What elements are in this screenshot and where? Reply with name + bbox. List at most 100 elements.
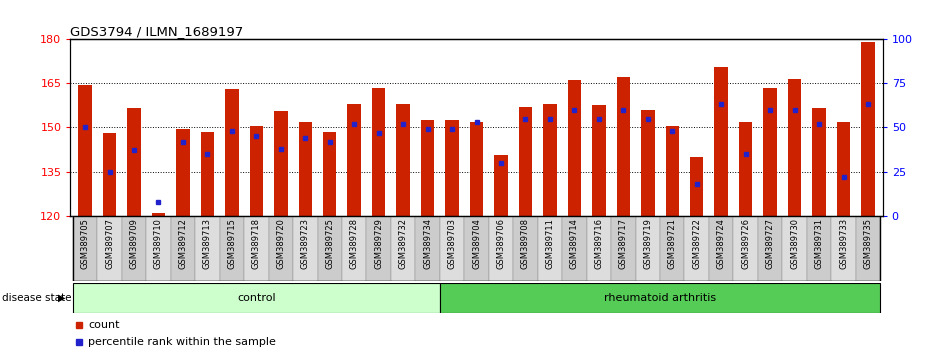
- Text: GSM389706: GSM389706: [497, 218, 505, 269]
- Bar: [788, 79, 801, 216]
- Bar: [538, 216, 562, 281]
- Bar: [739, 121, 752, 216]
- Text: GSM389730: GSM389730: [790, 218, 799, 269]
- Text: GSM389714: GSM389714: [570, 218, 579, 269]
- Bar: [855, 216, 880, 281]
- Bar: [611, 216, 636, 281]
- Text: GSM389703: GSM389703: [448, 218, 456, 269]
- Bar: [464, 216, 489, 281]
- Text: percentile rank within the sample: percentile rank within the sample: [88, 337, 276, 347]
- Bar: [636, 216, 660, 281]
- Text: disease state: disease state: [2, 293, 71, 303]
- Bar: [372, 88, 385, 216]
- Bar: [562, 216, 587, 281]
- Bar: [489, 216, 514, 281]
- Bar: [617, 77, 630, 216]
- Text: GSM389718: GSM389718: [252, 218, 261, 269]
- Bar: [666, 126, 679, 216]
- Bar: [317, 216, 342, 281]
- Text: GSM389712: GSM389712: [178, 218, 188, 269]
- Bar: [293, 216, 317, 281]
- Bar: [831, 216, 855, 281]
- Text: GSM389715: GSM389715: [227, 218, 237, 269]
- Text: GSM389709: GSM389709: [130, 218, 139, 269]
- Text: GSM389704: GSM389704: [472, 218, 481, 269]
- Bar: [690, 157, 703, 216]
- Bar: [715, 67, 728, 216]
- Bar: [342, 216, 366, 281]
- Text: GSM389723: GSM389723: [300, 218, 310, 269]
- Bar: [128, 108, 141, 216]
- Text: GSM389711: GSM389711: [546, 218, 554, 269]
- Bar: [470, 121, 484, 216]
- Text: GSM389728: GSM389728: [349, 218, 359, 269]
- Bar: [518, 107, 532, 216]
- Text: GSM389716: GSM389716: [594, 218, 604, 269]
- Bar: [782, 216, 807, 281]
- Bar: [103, 133, 116, 216]
- Bar: [568, 80, 581, 216]
- Bar: [195, 216, 220, 281]
- Text: count: count: [88, 320, 120, 330]
- Bar: [861, 42, 875, 216]
- Bar: [763, 88, 777, 216]
- Bar: [323, 132, 336, 216]
- Text: GSM389721: GSM389721: [668, 218, 677, 269]
- Bar: [514, 216, 538, 281]
- Bar: [152, 213, 165, 216]
- Bar: [494, 155, 508, 216]
- Text: GDS3794 / ILMN_1689197: GDS3794 / ILMN_1689197: [70, 25, 244, 38]
- Bar: [244, 216, 269, 281]
- Bar: [366, 216, 391, 281]
- Bar: [421, 120, 435, 216]
- Bar: [250, 126, 263, 216]
- Bar: [73, 283, 439, 313]
- Bar: [641, 110, 654, 216]
- Bar: [837, 121, 850, 216]
- Bar: [122, 216, 146, 281]
- Bar: [812, 108, 825, 216]
- Text: GSM389727: GSM389727: [765, 218, 775, 269]
- Bar: [73, 216, 98, 281]
- Text: GSM389735: GSM389735: [864, 218, 872, 269]
- Text: GSM389719: GSM389719: [643, 218, 653, 269]
- Bar: [543, 104, 557, 216]
- Bar: [709, 216, 733, 281]
- Text: GSM389713: GSM389713: [203, 218, 212, 269]
- Bar: [415, 216, 439, 281]
- Text: GSM389731: GSM389731: [814, 218, 824, 269]
- Text: GSM389729: GSM389729: [374, 218, 383, 269]
- Bar: [347, 104, 361, 216]
- Text: GSM389734: GSM389734: [423, 218, 432, 269]
- Text: ▶: ▶: [58, 293, 66, 303]
- Text: GSM389733: GSM389733: [839, 218, 848, 269]
- Bar: [733, 216, 758, 281]
- Bar: [177, 129, 190, 216]
- Text: GSM389732: GSM389732: [399, 218, 408, 269]
- Bar: [445, 120, 459, 216]
- Bar: [685, 216, 709, 281]
- Text: GSM389724: GSM389724: [716, 218, 726, 269]
- Bar: [758, 216, 782, 281]
- Text: GSM389725: GSM389725: [325, 218, 334, 269]
- Bar: [439, 216, 464, 281]
- Bar: [660, 216, 685, 281]
- Bar: [587, 216, 611, 281]
- Bar: [274, 111, 287, 216]
- Bar: [78, 85, 92, 216]
- Bar: [593, 105, 606, 216]
- Bar: [807, 216, 831, 281]
- Text: GSM389705: GSM389705: [81, 218, 89, 269]
- Bar: [225, 89, 239, 216]
- Text: GSM389717: GSM389717: [619, 218, 628, 269]
- Text: GSM389707: GSM389707: [105, 218, 114, 269]
- Bar: [391, 216, 415, 281]
- Bar: [269, 216, 293, 281]
- Text: GSM389708: GSM389708: [521, 218, 530, 269]
- Bar: [201, 132, 214, 216]
- Text: rheumatoid arthritis: rheumatoid arthritis: [604, 293, 716, 303]
- Bar: [220, 216, 244, 281]
- Text: control: control: [237, 293, 276, 303]
- Bar: [396, 104, 410, 216]
- Text: GSM389722: GSM389722: [692, 218, 701, 269]
